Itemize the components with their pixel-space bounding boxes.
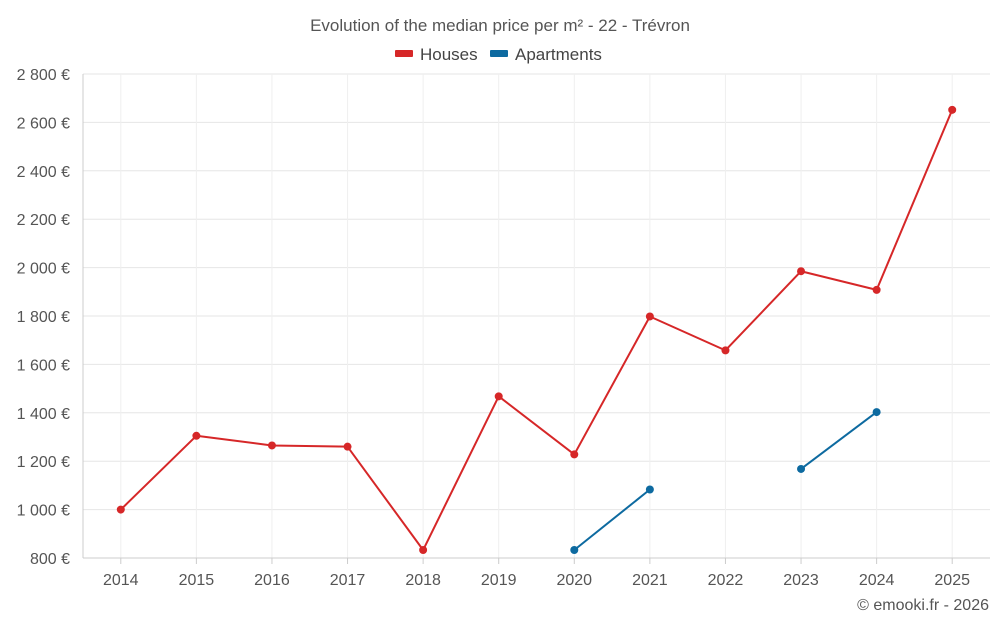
- x-tick-label: 2024: [859, 572, 895, 589]
- legend-item-apartments[interactable]: Apartments: [490, 45, 602, 64]
- x-tick-label: 2018: [405, 572, 441, 589]
- houses-point[interactable]: [267, 441, 276, 450]
- y-tick-label: 1 200 €: [17, 454, 70, 471]
- apartments-point[interactable]: [570, 546, 579, 555]
- x-tick-label: 2017: [330, 572, 366, 589]
- y-tick-label: 2 400 €: [17, 164, 70, 181]
- houses-point[interactable]: [872, 285, 881, 294]
- x-tick-label: 2025: [934, 572, 970, 589]
- y-tick-label: 2 200 €: [17, 212, 70, 229]
- legend-label: Houses: [420, 45, 478, 64]
- legend-swatch: [395, 50, 413, 57]
- houses-point[interactable]: [721, 346, 730, 355]
- houses-point[interactable]: [192, 431, 201, 440]
- x-tick-label: 2022: [708, 572, 744, 589]
- series-layer: [116, 105, 957, 555]
- legend-label: Apartments: [515, 45, 602, 64]
- y-tick-label: 1 800 €: [17, 309, 70, 326]
- x-tick-label: 2016: [254, 572, 290, 589]
- legend-swatch: [490, 50, 508, 57]
- credit-text: © emooki.fr - 2026: [857, 597, 989, 614]
- y-tick-label: 2 600 €: [17, 115, 70, 132]
- houses-point[interactable]: [570, 450, 579, 459]
- houses-point[interactable]: [419, 546, 428, 555]
- apartments-point[interactable]: [797, 464, 806, 473]
- x-tick-label: 2020: [556, 572, 592, 589]
- legend-item-houses[interactable]: Houses: [395, 45, 478, 64]
- axes: 800 € 1 000 € 1 200 € 1 400 € 1 600 € 1 800 €…: [17, 67, 990, 589]
- legend: Houses Apartments: [395, 45, 602, 64]
- y-tick-label: 1 400 €: [17, 406, 70, 423]
- x-tick-label: 2014: [103, 572, 139, 589]
- x-tick-label: 2023: [783, 572, 819, 589]
- houses-series-line: [120, 109, 954, 552]
- y-tick-label: 800 €: [30, 551, 70, 568]
- houses-point[interactable]: [797, 267, 806, 276]
- y-tick-label: 2 800 €: [17, 67, 70, 84]
- apartments-series-line: [800, 411, 878, 470]
- apartments-series-line: [573, 488, 651, 551]
- y-tick-label: 1 000 €: [17, 503, 70, 520]
- grid-lines: [83, 73, 990, 559]
- chart-title: Evolution of the median price per m² - 2…: [310, 16, 690, 35]
- y-tick-label: 2 000 €: [17, 261, 70, 278]
- houses-point[interactable]: [343, 442, 352, 451]
- houses-point[interactable]: [948, 105, 957, 114]
- houses-point[interactable]: [494, 392, 503, 401]
- x-tick-label: 2021: [632, 572, 668, 589]
- x-tick-label: 2015: [179, 572, 215, 589]
- houses-point[interactable]: [116, 505, 125, 514]
- x-tick-label: 2019: [481, 572, 517, 589]
- apartments-point[interactable]: [645, 485, 654, 494]
- apartments-point[interactable]: [872, 408, 881, 417]
- houses-point[interactable]: [645, 312, 654, 321]
- y-tick-label: 1 600 €: [17, 357, 70, 374]
